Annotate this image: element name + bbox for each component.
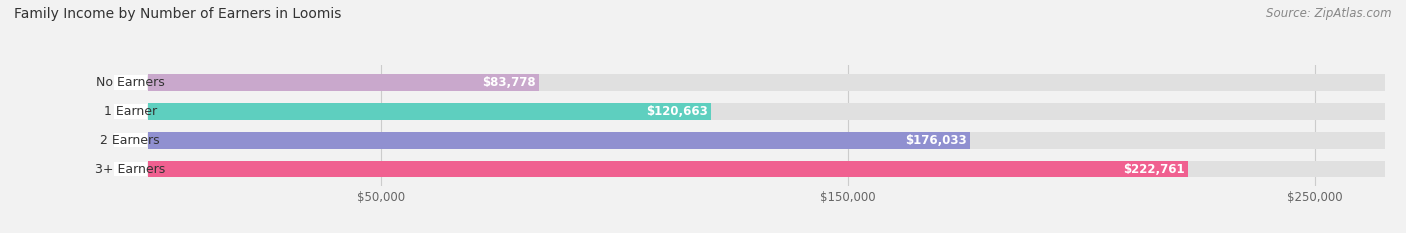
Bar xyxy=(148,161,1188,178)
Text: Source: ZipAtlas.com: Source: ZipAtlas.com xyxy=(1267,7,1392,20)
Bar xyxy=(114,133,148,147)
Bar xyxy=(114,162,148,176)
Bar xyxy=(148,161,1385,178)
Text: Family Income by Number of Earners in Loomis: Family Income by Number of Earners in Lo… xyxy=(14,7,342,21)
Text: 2 Earners: 2 Earners xyxy=(100,134,160,147)
Bar xyxy=(114,104,148,119)
Bar xyxy=(148,103,1385,120)
Bar xyxy=(148,74,538,91)
Text: 1 Earner: 1 Earner xyxy=(104,105,157,118)
Text: No Earners: No Earners xyxy=(96,76,165,89)
Bar xyxy=(114,75,148,90)
Text: $120,663: $120,663 xyxy=(647,105,709,118)
Bar xyxy=(148,132,1385,149)
Text: $176,033: $176,033 xyxy=(905,134,967,147)
Bar xyxy=(148,103,711,120)
Text: 3+ Earners: 3+ Earners xyxy=(96,163,166,176)
Text: $222,761: $222,761 xyxy=(1123,163,1185,176)
Bar xyxy=(148,132,970,149)
Text: $83,778: $83,778 xyxy=(482,76,536,89)
Bar xyxy=(148,74,1385,91)
